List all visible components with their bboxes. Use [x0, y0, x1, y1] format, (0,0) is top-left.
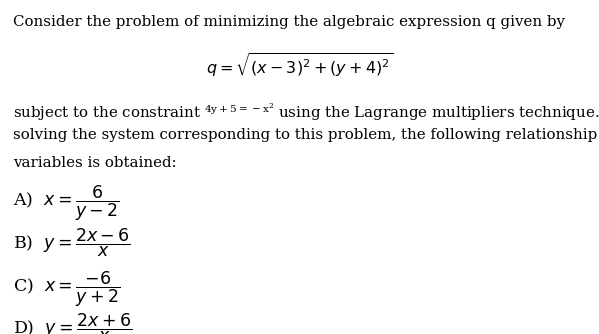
Text: D)  $y = \dfrac{2x+6}{x}$: D) $y = \dfrac{2x+6}{x}$: [13, 312, 132, 334]
Text: variables is obtained:: variables is obtained:: [13, 156, 177, 170]
Text: $q = \sqrt{(x-3)^2 + (y+4)^2}$: $q = \sqrt{(x-3)^2 + (y+4)^2}$: [206, 51, 393, 79]
Text: C)  $x = \dfrac{-6}{y+2}$: C) $x = \dfrac{-6}{y+2}$: [13, 269, 120, 309]
Text: B)  $y = \dfrac{2x-6}{x}$: B) $y = \dfrac{2x-6}{x}$: [13, 226, 131, 259]
Text: Consider the problem of minimizing the algebraic expression q given by: Consider the problem of minimizing the a…: [13, 15, 565, 29]
Text: subject to the constraint $\mathregular{^{4y+5=-x^2}}$ using the Lagrange multip: subject to the constraint $\mathregular{…: [13, 102, 599, 124]
Text: solving the system corresponding to this problem, the following relationship bet: solving the system corresponding to this…: [13, 128, 599, 142]
Text: A)  $x = \dfrac{6}{y-2}$: A) $x = \dfrac{6}{y-2}$: [13, 184, 120, 223]
